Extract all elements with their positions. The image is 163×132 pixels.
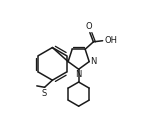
Text: S: S [41,89,46,98]
Text: O: O [86,22,93,31]
Text: N: N [90,57,97,66]
Text: N: N [75,70,82,79]
Text: OH: OH [105,36,118,45]
